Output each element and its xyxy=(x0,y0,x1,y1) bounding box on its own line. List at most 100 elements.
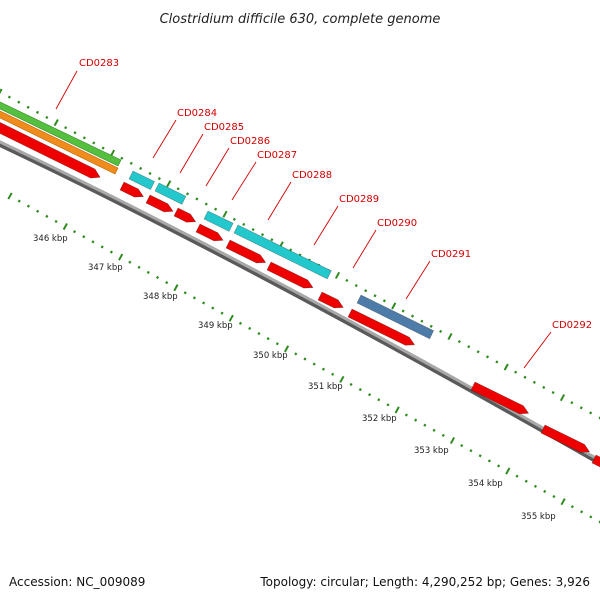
lower-track-minor-tick xyxy=(26,204,30,208)
lower-track-minor-tick xyxy=(414,418,418,422)
gene-cd0289-arrow xyxy=(266,261,314,289)
upper-track-minor-tick xyxy=(129,161,133,165)
lower-track-minor-tick xyxy=(266,337,270,341)
gene-cd0283-arrow xyxy=(0,122,101,179)
callout-line-cd0283 xyxy=(55,70,78,110)
lower-track-major-tick xyxy=(7,192,13,200)
upper-track-minor-tick xyxy=(542,385,546,390)
lower-track-minor-tick xyxy=(202,301,206,305)
lower-track-minor-tick xyxy=(469,449,473,453)
lower-track-minor-tick xyxy=(155,275,160,280)
lower-track-minor-tick xyxy=(294,352,298,356)
callout-line-cd0284 xyxy=(152,119,177,159)
gene-label-cd0290: CD0290 xyxy=(377,218,417,229)
upper-track-minor-tick xyxy=(120,156,124,160)
callout-line-cd0291 xyxy=(405,260,431,300)
upper-track-minor-tick xyxy=(523,375,527,379)
kbp-label-353: 353 kbp xyxy=(414,446,449,456)
lower-track-major-tick xyxy=(173,284,179,292)
lower-track-major-tick xyxy=(339,375,345,383)
lower-track-minor-tick xyxy=(165,281,169,285)
lower-track-minor-tick xyxy=(54,219,58,224)
upper-track-minor-tick xyxy=(467,345,471,349)
upper-track-major-tick xyxy=(166,180,172,188)
gene-label-cd0288: CD0288 xyxy=(292,170,332,181)
upper-track-minor-tick xyxy=(270,238,274,242)
lower-track-minor-tick xyxy=(524,479,528,483)
lower-track-minor-tick xyxy=(441,433,445,437)
upper-track-minor-tick xyxy=(485,355,490,359)
callout-line-cd0285 xyxy=(179,133,204,174)
upper-track-minor-tick xyxy=(514,370,518,374)
lower-track-minor-tick xyxy=(460,444,464,448)
gene-label-cd0284: CD0284 xyxy=(177,108,217,119)
kbp-label-347: 347 kbp xyxy=(88,263,123,273)
upper-track-major-tick xyxy=(447,332,453,341)
lower-track-minor-tick xyxy=(183,291,187,295)
gene-cd0288-arrow xyxy=(225,239,267,264)
lower-track-minor-tick xyxy=(275,342,279,346)
upper-track-minor-tick xyxy=(345,278,349,283)
orange-feature-track xyxy=(0,110,119,175)
upper-track-minor-tick xyxy=(176,187,180,191)
upper-track-minor-tick xyxy=(570,401,574,405)
lower-track-major-tick xyxy=(449,436,456,445)
upper-track-minor-tick xyxy=(382,299,386,303)
upper-track-minor-tick xyxy=(401,309,405,313)
kbp-label-348: 348 kbp xyxy=(143,292,178,302)
lower-track-major-tick xyxy=(394,406,400,414)
gene-cd0284-arrow xyxy=(119,181,145,198)
lower-track-minor-tick xyxy=(303,357,307,361)
lower-track-minor-tick xyxy=(349,382,353,387)
gene-label-cd0285: CD0285 xyxy=(204,122,244,133)
lower-track-minor-tick xyxy=(331,372,335,376)
kbp-label-355: 355 kbp xyxy=(521,512,556,522)
gene-cd0290-arrow xyxy=(317,291,344,309)
lower-track-minor-tick xyxy=(358,387,362,392)
upper-track-minor-tick xyxy=(7,95,11,99)
lower-track-major-tick xyxy=(118,253,124,261)
cd0288-feature-box xyxy=(233,224,332,280)
upper-track-minor-tick xyxy=(204,202,208,206)
kbp-label-351: 351 kbp xyxy=(308,382,343,392)
lower-track-minor-tick xyxy=(533,484,538,488)
lower-track-minor-tick xyxy=(238,321,243,325)
upper-track-minor-tick xyxy=(195,197,199,201)
lower-track-minor-tick xyxy=(257,331,261,336)
callout-line-cd0290 xyxy=(352,229,377,269)
lower-track-minor-tick xyxy=(321,367,325,371)
gene-label-cd0286: CD0286 xyxy=(230,136,270,147)
lower-track-minor-tick xyxy=(515,474,519,478)
callout-line-cd0287 xyxy=(231,161,257,201)
gene-label-cd0289: CD0289 xyxy=(339,194,379,205)
lower-track-minor-tick xyxy=(82,235,86,239)
lower-track-minor-tick xyxy=(432,428,436,432)
upper-track-minor-tick xyxy=(373,294,377,298)
upper-track-minor-tick xyxy=(589,411,593,415)
lower-track-minor-tick xyxy=(423,423,427,427)
upper-track-major-tick xyxy=(222,210,228,218)
lower-track-minor-tick xyxy=(109,250,113,254)
gene-label-cd0283: CD0283 xyxy=(79,58,119,69)
gene-cd0286-arrow xyxy=(173,207,197,223)
gene-cd0294-arrow xyxy=(591,454,600,468)
upper-track-minor-tick xyxy=(364,289,368,293)
upper-track-minor-tick xyxy=(476,350,480,354)
upper-track-minor-tick xyxy=(410,314,415,318)
upper-track-minor-tick xyxy=(251,227,255,232)
lower-track-minor-tick xyxy=(312,362,316,366)
upper-track-minor-tick xyxy=(73,131,77,135)
cd0284-feature-box xyxy=(128,170,155,191)
genome-backbone-shadow xyxy=(0,140,600,466)
gene-cd0293-arrow xyxy=(540,424,591,453)
lower-track-minor-tick xyxy=(146,270,150,274)
kbp-label-350: 350 kbp xyxy=(253,351,288,361)
gene-label-cd0287: CD0287 xyxy=(257,150,297,161)
upper-track-minor-tick xyxy=(420,319,424,323)
upper-track-minor-tick xyxy=(101,146,105,150)
upper-track-minor-tick xyxy=(214,207,218,211)
upper-track-major-tick xyxy=(559,394,566,402)
lower-track-major-tick xyxy=(228,314,234,322)
gene-cd0291-arrow xyxy=(347,308,416,346)
gene-callouts xyxy=(55,70,552,369)
